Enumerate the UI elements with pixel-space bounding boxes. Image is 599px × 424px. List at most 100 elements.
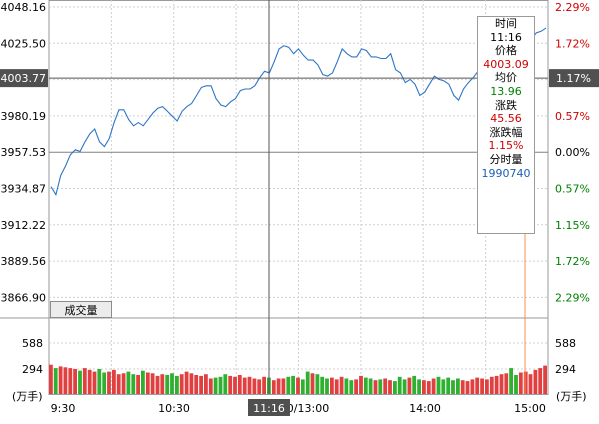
volume-bar (431, 378, 436, 394)
volume-bar (456, 378, 460, 394)
volume-bar (58, 366, 63, 394)
volume-bar (397, 376, 402, 394)
percent-tick-label: 0.00% (555, 146, 590, 159)
volume-bar (126, 371, 131, 394)
volume-bar (296, 377, 300, 394)
volume-bar (320, 376, 325, 394)
volume-bar (315, 374, 320, 394)
volume-bar (533, 369, 538, 394)
price-tick-label: 4048.16 (1, 1, 47, 14)
tooltip-panel: 时间 11:16 价格 4003.09 均价 13.96 涨跌 45.56 涨跌… (477, 16, 535, 234)
volume-bar (252, 378, 257, 394)
tooltip-label-change: 涨跌 (495, 98, 517, 112)
crosshair-pct-badge (549, 69, 599, 88)
percent-tick-label: 2.29% (555, 291, 590, 304)
volume-bar (131, 374, 136, 394)
percent-tick-label: 1.72% (555, 37, 590, 50)
grid (0, 0, 549, 395)
tooltip-value-volume: 1990740 (481, 166, 531, 180)
volume-bar (63, 367, 68, 394)
volume-bar (489, 376, 494, 394)
volume-bar (422, 380, 426, 394)
crosshair-price-text: 4003.77 (1, 72, 47, 85)
time-tick-label: 10:30 (158, 402, 190, 415)
crosshair-pct-text: 1.17% (556, 72, 591, 85)
volume-bar (359, 375, 363, 394)
tooltip-label-avg: 均价 (495, 71, 517, 85)
crosshair-time-text: 11:16 (253, 402, 285, 415)
tooltip-value-price: 4003.09 (483, 57, 529, 71)
time-tick-label: 14:00 (409, 402, 441, 415)
time-tick-label: 15:00 (514, 402, 546, 415)
volume-bar (170, 373, 174, 394)
percent-tick-label: 1.15% (555, 219, 590, 232)
volume-bar (228, 375, 233, 394)
volume-bar (388, 380, 392, 394)
volume-bar (523, 371, 528, 394)
price-tick-label: 3866.90 (1, 291, 47, 304)
volume-bar (194, 375, 199, 394)
volume-bar (213, 377, 218, 394)
volume-bar (233, 376, 237, 394)
volume-series (49, 364, 547, 394)
price-tick-label: 3980.19 (1, 110, 47, 123)
volume-bar (116, 374, 121, 394)
volume-bar (378, 379, 383, 394)
price-axis: 4048.16 4025.50 4003.77 3980.19 3957.53 3934.… (1, 1, 47, 403)
price-tick-label: 3934.87 (1, 183, 47, 196)
volume-bar (189, 373, 194, 394)
volume-bar (509, 368, 513, 394)
volume-bar (97, 369, 102, 394)
volume-bar (504, 373, 509, 394)
volume-bar (68, 368, 73, 394)
volume-bar (102, 372, 107, 394)
volume-bar (344, 378, 349, 394)
volume-bar (543, 365, 547, 394)
volume-bar (436, 376, 441, 394)
tooltip-value-avg: 13.96 (490, 84, 522, 98)
percent-tick-label: 0.57% (555, 110, 590, 123)
volume-bar (184, 371, 189, 394)
percent-tick-label: 2.29% (555, 1, 590, 14)
volume-bar (514, 375, 518, 394)
volume-tick-label: 588 (22, 337, 43, 350)
volume-bar (363, 377, 368, 394)
volume-bar (141, 370, 145, 394)
volume-bar (73, 369, 77, 394)
volume-bar (286, 376, 291, 394)
tooltip-value-change: 45.56 (490, 112, 522, 126)
volume-bar (300, 379, 305, 394)
volume-bar (160, 374, 165, 394)
volume-bar (281, 378, 286, 394)
volume-bar (121, 373, 126, 394)
time-axis: 9:30 10:30 0/13:00 14:00 15:00 (51, 402, 546, 415)
volume-bar (145, 372, 150, 394)
crosshair-price-badge (0, 69, 48, 88)
tooltip-value-change-pct: 1.15% (488, 139, 524, 153)
volume-bar (528, 374, 533, 394)
volume-bar (330, 377, 334, 394)
volume-tick-label: 294 (22, 363, 43, 376)
volume-bar (53, 368, 58, 394)
price-tick-label: 3957.53 (1, 146, 47, 159)
volume-bar (402, 379, 407, 394)
volume-bar (204, 374, 208, 394)
volume-bar (446, 377, 451, 394)
tooltip-label-change-pct: 涨跌幅 (489, 125, 523, 139)
volume-bar (155, 375, 160, 394)
price-tick-label: 3912.22 (1, 219, 47, 232)
volume-bar (136, 375, 140, 394)
volume-bar (339, 376, 344, 394)
volume-bar (218, 376, 223, 394)
volume-bar (349, 380, 354, 394)
volume-toggle-button[interactable]: 成交量 (50, 301, 112, 318)
volume-bar (518, 372, 523, 394)
volume-bar (291, 375, 295, 394)
volume-bar (417, 379, 421, 394)
tooltip-label-volume: 分时量 (489, 152, 523, 166)
volume-tick-label-right: 294 (555, 363, 576, 376)
volume-bar (426, 381, 431, 394)
volume-bar (165, 375, 170, 394)
